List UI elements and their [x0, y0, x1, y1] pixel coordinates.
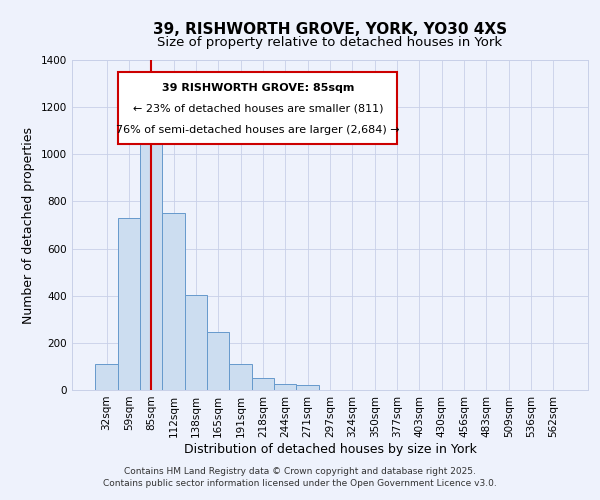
Bar: [274, 384, 296, 390]
Text: 76% of semi-detached houses are larger (2,684) →: 76% of semi-detached houses are larger (…: [116, 124, 400, 134]
Bar: [207, 332, 229, 390]
FancyBboxPatch shape: [118, 72, 397, 144]
Text: Size of property relative to detached houses in York: Size of property relative to detached ho…: [157, 36, 503, 49]
Text: Contains HM Land Registry data © Crown copyright and database right 2025.: Contains HM Land Registry data © Crown c…: [124, 467, 476, 476]
X-axis label: Distribution of detached houses by size in York: Distribution of detached houses by size …: [184, 442, 476, 456]
Text: Contains public sector information licensed under the Open Government Licence v3: Contains public sector information licen…: [103, 478, 497, 488]
Bar: [185, 294, 207, 390]
Bar: [296, 386, 319, 390]
Text: ← 23% of detached houses are smaller (811): ← 23% of detached houses are smaller (81…: [133, 104, 383, 114]
Bar: [118, 218, 140, 390]
Bar: [252, 378, 274, 390]
Bar: [229, 364, 252, 390]
Y-axis label: Number of detached properties: Number of detached properties: [22, 126, 35, 324]
Bar: [95, 364, 118, 390]
Text: 39, RISHWORTH GROVE, YORK, YO30 4XS: 39, RISHWORTH GROVE, YORK, YO30 4XS: [153, 22, 507, 38]
Text: 39 RISHWORTH GROVE: 85sqm: 39 RISHWORTH GROVE: 85sqm: [161, 83, 354, 93]
Bar: [140, 138, 163, 390]
Bar: [163, 213, 185, 390]
